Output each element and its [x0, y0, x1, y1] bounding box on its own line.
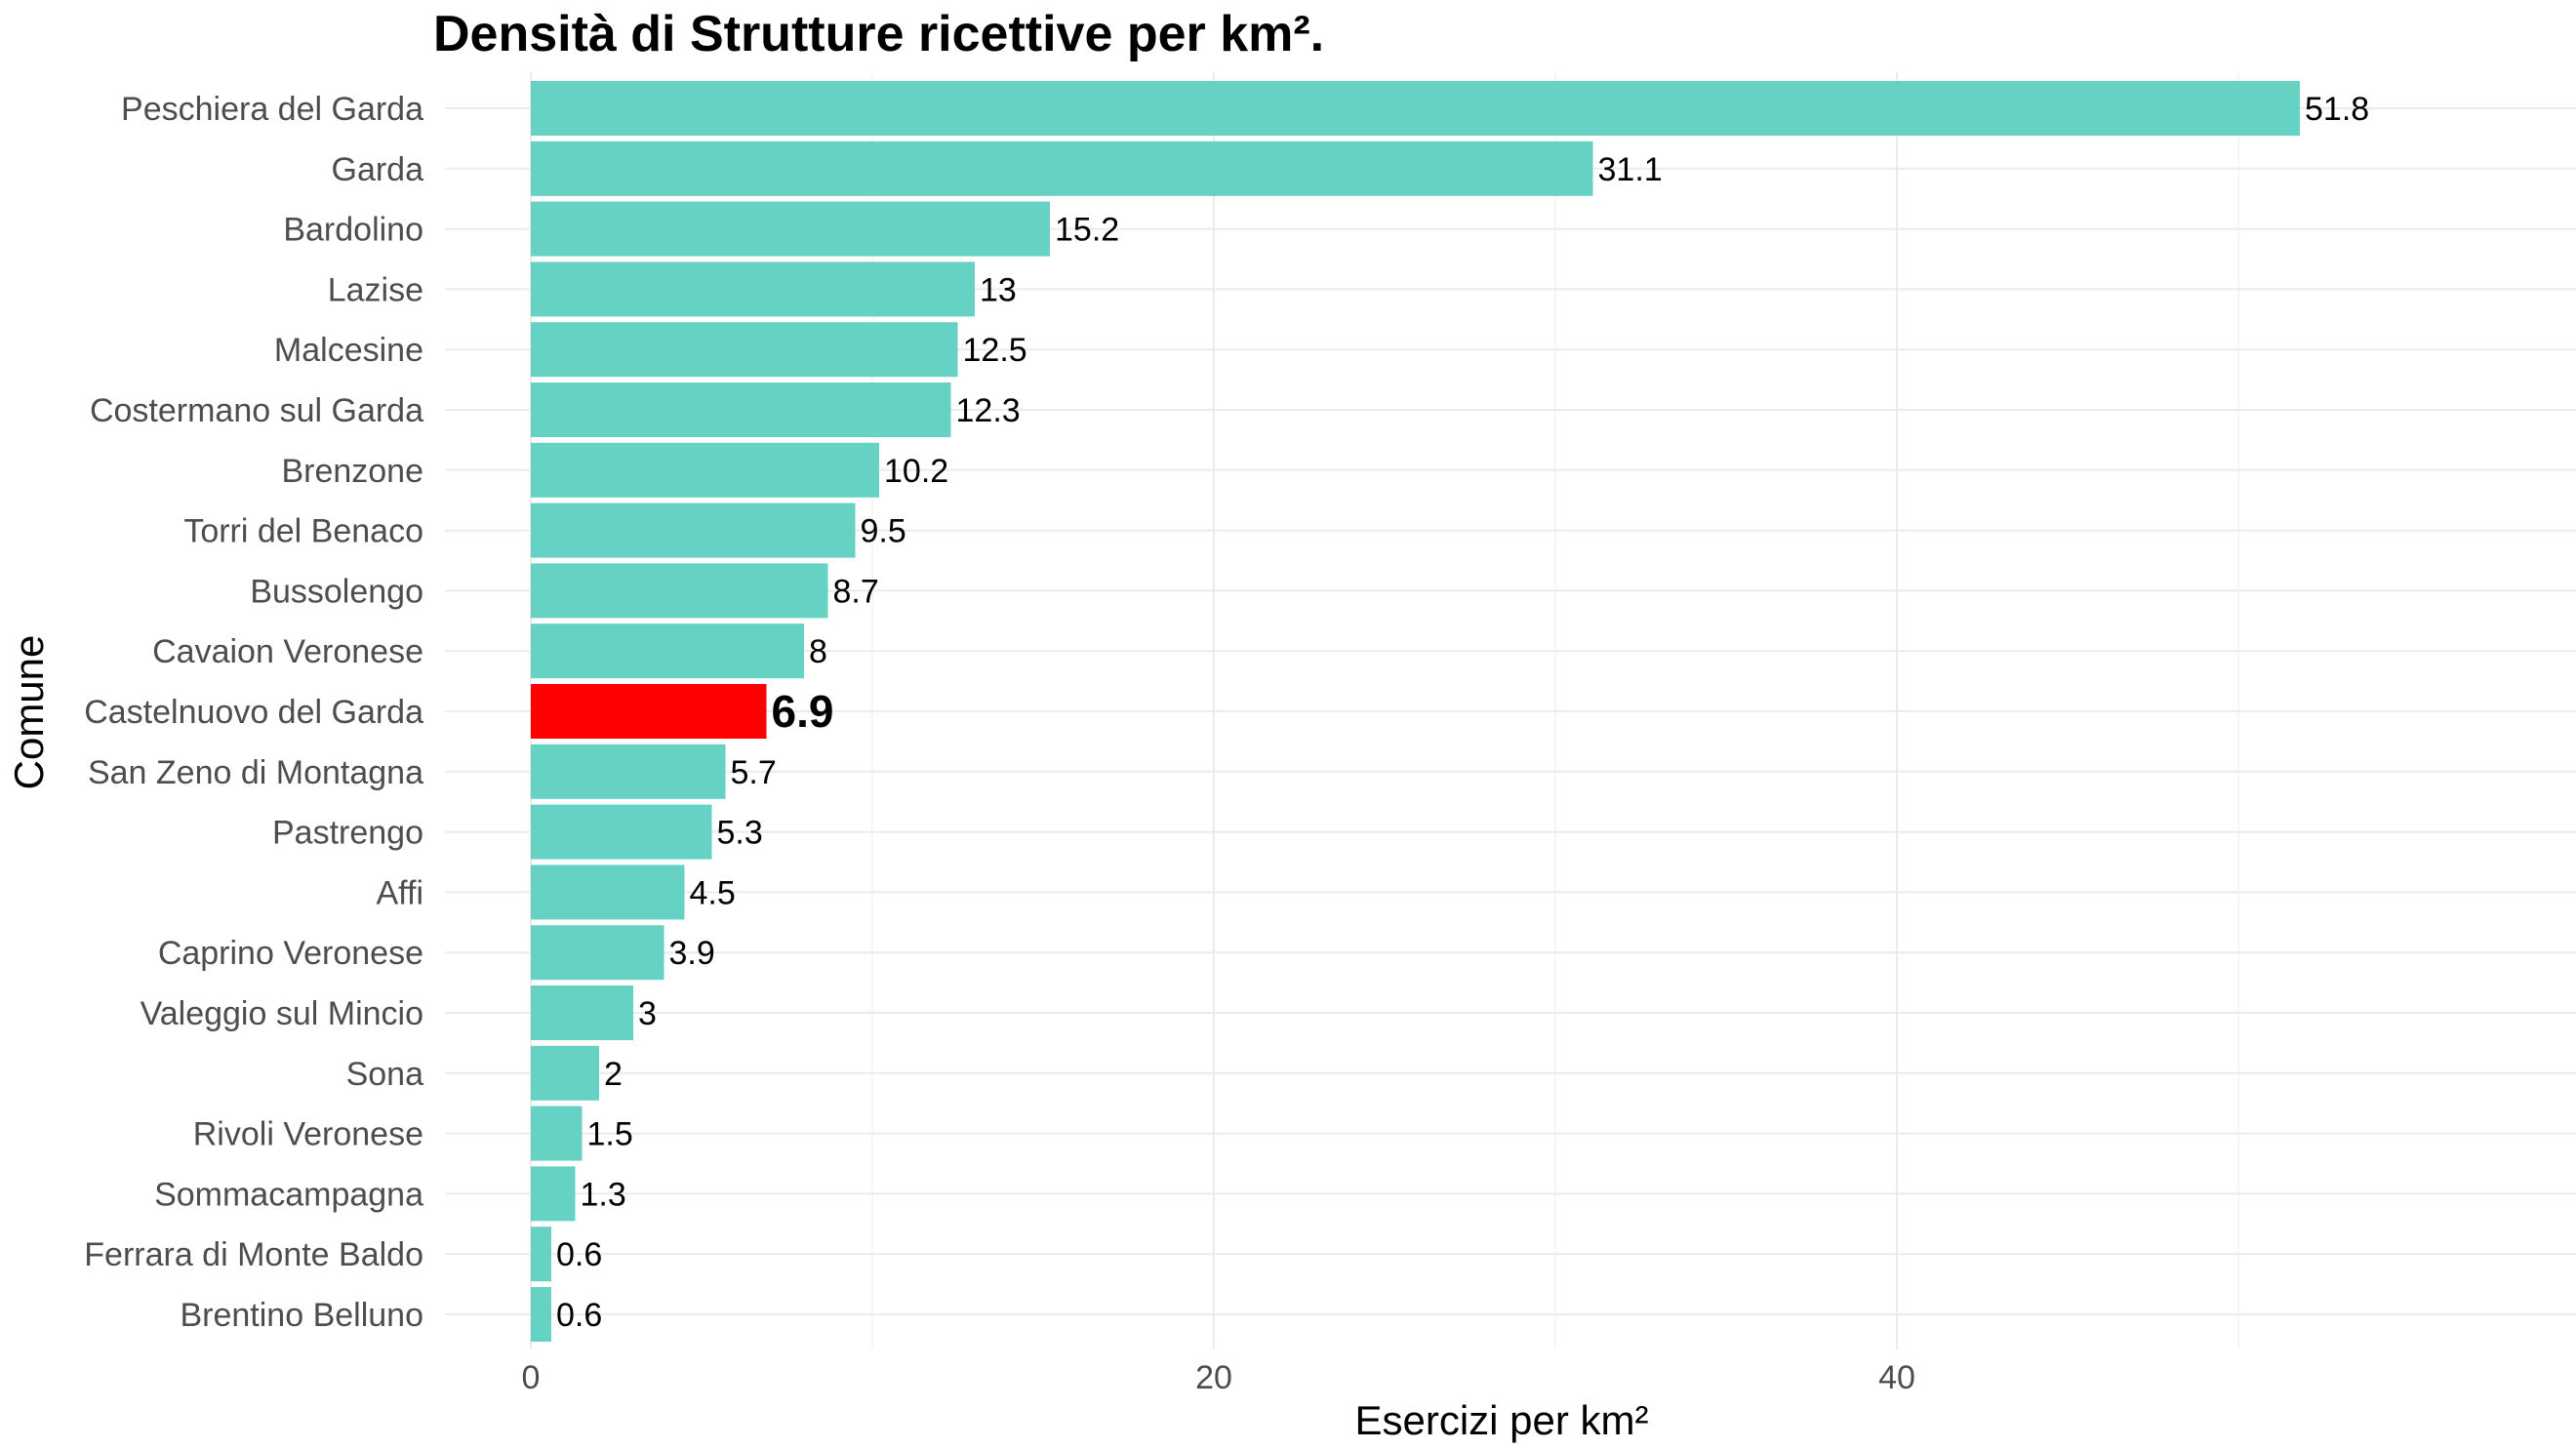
category-label: Cavaion Veronese [152, 633, 423, 670]
x-axis-title: Esercizi per km² [1354, 1397, 1648, 1443]
category-label: Brentino Belluno [180, 1297, 423, 1334]
category-label: Caprino Veronese [158, 935, 423, 972]
bar [531, 684, 767, 739]
bar [531, 1045, 599, 1101]
value-label: 12.3 [956, 392, 1021, 429]
value-label: 9.5 [861, 513, 906, 550]
bar [531, 1227, 551, 1282]
value-label: 0.6 [556, 1297, 602, 1334]
bar [531, 322, 958, 378]
bar [531, 624, 804, 679]
category-label: Garda [332, 151, 424, 188]
category-label: Affi [376, 874, 423, 911]
value-labels: 51.8 31.1 15.2 13 12.5 12.310.2 9.5 8.78 6.9 5.7 5… [556, 91, 2369, 1334]
bar [531, 925, 664, 981]
value-label: 10.2 [884, 453, 948, 490]
category-label: Malcesine [274, 332, 423, 369]
bar [531, 81, 2300, 136]
bar [531, 1106, 583, 1161]
bar [531, 141, 1593, 196]
category-label: Costermano sul Garda [90, 392, 423, 429]
value-label: 6.9 [772, 686, 834, 737]
category-label: Sona [346, 1056, 423, 1093]
bar [531, 865, 685, 920]
category-label: Rivoli Veronese [193, 1116, 423, 1153]
value-label: 12.5 [963, 332, 1027, 369]
value-label: 31.1 [1598, 151, 1663, 188]
value-label: 8 [809, 633, 827, 670]
value-label: 15.2 [1055, 212, 1119, 249]
category-label: Bussolengo [250, 573, 423, 610]
bar [531, 744, 726, 799]
value-label: 4.5 [690, 874, 736, 911]
y-axis-title: Comune [6, 635, 52, 790]
category-label: Sommacampagna [154, 1176, 423, 1213]
category-label: Ferrara di Monte Baldo [84, 1236, 423, 1273]
bar [531, 503, 856, 558]
bar [531, 986, 633, 1040]
category-label: Valeggio sul Mincio [141, 995, 423, 1032]
value-label: 2 [604, 1056, 623, 1093]
x-tick-label: 40 [1878, 1359, 1915, 1396]
bar [531, 1166, 576, 1222]
bars [531, 81, 2300, 1342]
x-tick-labels: 0 20 40 [522, 1359, 1915, 1396]
category-label: Torri del Benaco [183, 513, 423, 550]
x-tick-label: 0 [522, 1359, 541, 1396]
category-label: Bardolino [283, 212, 423, 249]
value-label: 1.3 [581, 1176, 626, 1213]
value-label: 5.7 [731, 754, 777, 791]
value-label: 3 [638, 995, 657, 1032]
value-label: 51.8 [2305, 91, 2369, 128]
value-label: 0.6 [556, 1236, 602, 1273]
value-label: 5.3 [717, 815, 763, 852]
category-labels: Peschiera del Garda Garda Bardolino Lazise M… [84, 91, 423, 1334]
category-label: Brenzone [281, 453, 423, 490]
bar [531, 1287, 551, 1342]
bar [531, 563, 828, 619]
value-label: 1.5 [587, 1116, 633, 1153]
bar [531, 804, 712, 860]
value-label: 13 [980, 271, 1017, 308]
value-label: 8.7 [833, 573, 879, 610]
value-label: 3.9 [669, 935, 715, 972]
category-label: Peschiera del Garda [121, 91, 423, 128]
chart-title: Densità di Strutture ricettive per km². [433, 6, 1324, 62]
x-tick-label: 20 [1195, 1359, 1232, 1396]
category-label: Pastrengo [272, 815, 423, 852]
category-label: Castelnuovo del Garda [84, 694, 423, 731]
category-label: San Zeno di Montagna [88, 754, 423, 791]
category-label: Lazise [328, 271, 423, 308]
bar [531, 262, 975, 317]
bar [531, 442, 879, 498]
bar [531, 382, 951, 437]
bar [531, 201, 1050, 257]
